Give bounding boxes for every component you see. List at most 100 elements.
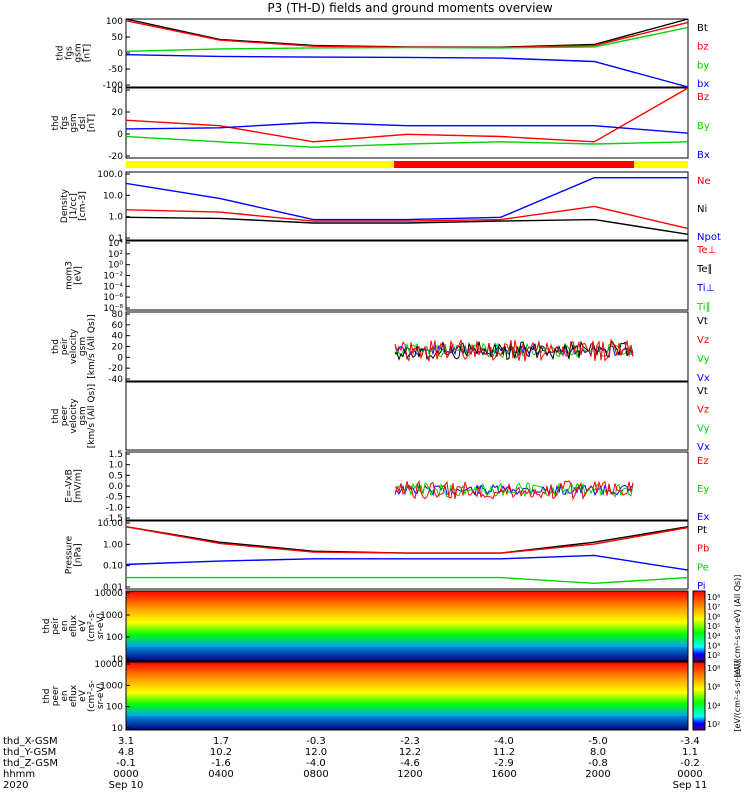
y-tick-label: 0.0: [109, 482, 124, 492]
y-axis-label: [nT]: [87, 114, 97, 132]
region-bar: [126, 161, 688, 168]
colorbar-tick-label: 10²: [707, 651, 720, 660]
panel-3: 100.0 10.0 1.0 0.1 Density [1/cc] [cm-3] Ne Ni Np…: [60, 170, 721, 244]
burst-5: [394, 338, 634, 362]
legend-ne: Ne: [697, 176, 711, 187]
spectrogram-area: [125, 590, 689, 662]
y-axis-label: thd: [42, 619, 52, 634]
legend-vx: Vx: [697, 442, 710, 453]
series-line-pe: [126, 576, 689, 585]
series-line-bz: [125, 87, 689, 143]
axis-value: 11.2: [493, 747, 515, 758]
series-line-bz: [125, 20, 689, 49]
time-axis-row: thd_Z-GSM -0.1 -1.6 -4.0 -4.6 -2.9 -0.8 …: [3, 758, 700, 769]
legend-by: By: [697, 121, 710, 132]
y-axis-label: thd: [51, 339, 61, 354]
y-tick-label: 10⁻⁶: [103, 293, 123, 303]
y-axis-label: [mV/m]: [74, 469, 84, 503]
legend-bx: Bx: [697, 150, 710, 161]
y-axis-label: (cm²-s-: [87, 610, 97, 642]
legend-ez: Ez: [697, 456, 709, 467]
y-tick-label: 10000: [94, 660, 123, 670]
panel-2: 40 20 0 -20 thd fgs gsm dsl [nT] Bz By Bx: [51, 86, 710, 162]
panel-frame: [125, 381, 689, 451]
axis-value: -3.4: [680, 736, 700, 747]
colorbar-tick-label: 10³: [707, 641, 720, 650]
burst-trace: [394, 338, 634, 362]
y-tick-label: 100: [106, 633, 123, 643]
legend-bz: bz: [697, 42, 709, 53]
y-tick-label: 10⁻⁴: [103, 282, 123, 292]
axis-value: 1.1: [682, 747, 698, 758]
colorbar-tick-label: 10⁷: [707, 603, 720, 612]
time-axis-row: hhmm 0000 0400 0800 1200 1600 2000 0000: [3, 769, 703, 780]
y-axis-label: velocity: [69, 328, 79, 364]
legend-bt: Bt: [697, 23, 708, 34]
y-axis-label: [nT]: [83, 44, 93, 62]
series-line-bx: [125, 54, 689, 88]
axis-value: 0000: [677, 769, 702, 780]
y-tick-label: 0: [117, 353, 123, 363]
y-tick-label: 0.10: [103, 562, 123, 572]
y-tick-label: 1000: [100, 611, 123, 621]
axis-value: -0.2: [680, 758, 700, 769]
y-axis-label: fgs: [60, 116, 70, 130]
y-tick-label: 50: [112, 33, 124, 43]
legend-npot: Npot: [697, 232, 721, 243]
time-axis-row: thd_X-GSM 3.1 1.7 -0.3 -2.3 -4.0 -5.0 -3…: [3, 736, 700, 747]
axis-value: 1.7: [213, 736, 229, 747]
panel-frame: [125, 87, 689, 159]
legend-te∥: Te∥: [696, 264, 713, 275]
y-tick-label: 20: [112, 108, 124, 118]
series-line-bx: [125, 121, 689, 134]
y-tick-label: 100: [106, 703, 123, 713]
axis-value: 4.8: [118, 747, 134, 758]
y-axis-label: thd: [42, 689, 52, 704]
y-tick-label: -1.0: [105, 503, 123, 513]
axis-value: 10.2: [210, 747, 232, 758]
axis-value: -0.1: [116, 758, 136, 769]
panel-frame: [125, 18, 689, 88]
colorbar-tick-label: 10⁶: [707, 612, 720, 621]
axis-value: 12.2: [399, 747, 421, 758]
axis-value: 2000: [585, 769, 610, 780]
y-tick-label: 10⁻²: [103, 272, 123, 282]
series-line-npot: [125, 177, 688, 221]
burst-trace: [394, 483, 634, 497]
legend-vx: Vx: [697, 373, 710, 384]
y-tick-label: 100: [106, 17, 123, 27]
axis-value: Sep 11: [673, 780, 708, 791]
colorbar-label: [eV/(cm²-s-sr-eV) (All Qs)]: [733, 575, 742, 678]
y-axis-label: eV: [78, 619, 88, 632]
legend-te⊥: Te⊥: [696, 245, 716, 256]
y-tick-label: -0.5: [105, 493, 123, 503]
axis-value: -4.0: [306, 758, 326, 769]
burst-trace: [394, 481, 634, 499]
axis-row-label: thd_Z-GSM: [3, 758, 58, 769]
panel-frame: [125, 171, 689, 241]
time-axis: thd_X-GSM 3.1 1.7 -0.3 -2.3 -4.0 -5.0 -3…: [3, 736, 707, 791]
y-tick-label: 40: [112, 332, 124, 342]
axis-value: -5.0: [588, 736, 608, 747]
y-tick-label: 80: [112, 310, 124, 320]
y-axis-label: gsm: [78, 337, 88, 356]
colorbar-tick-label: 10²: [707, 720, 720, 729]
y-tick-label: 10⁰: [108, 261, 123, 271]
legend-bx: bx: [697, 79, 709, 90]
y-axis-label: fgs: [65, 46, 75, 60]
burst-7: [394, 479, 634, 501]
y-tick-label: 0.01: [103, 583, 123, 593]
panel-6: thd peer velocity gsm [km/s (All Qs)] Vt Vz Vy V…: [51, 381, 710, 453]
y-tick-label: 40: [112, 86, 124, 96]
colorbar-tick-label: 10⁴: [707, 701, 720, 710]
y-axis-label: [km/s (All Qs)]: [87, 384, 97, 448]
legend-bz: Bz: [697, 92, 709, 103]
y-tick-label: 10: [112, 655, 124, 665]
axis-value: -4.6: [400, 758, 420, 769]
y-tick-label: 0: [117, 130, 123, 140]
colorbar-label: [eV/(cm²-s-sr-eV)]: [733, 660, 742, 731]
y-axis-label: Pressure: [65, 535, 75, 574]
colorbar-scale: [692, 661, 706, 731]
